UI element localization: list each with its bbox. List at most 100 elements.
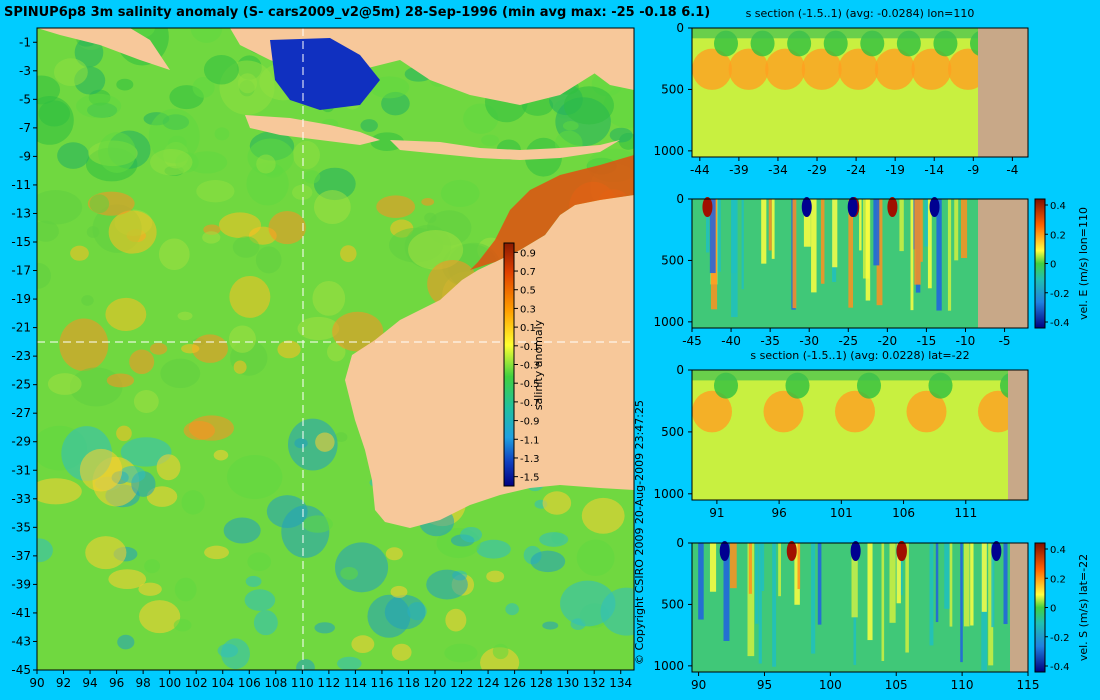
map-eddy: [486, 570, 505, 583]
section-3-x-tick-label: 91: [709, 506, 724, 520]
map-eddy: [539, 532, 569, 547]
map-eddy: [492, 643, 509, 660]
map-eddy: [37, 190, 83, 225]
map-eddy: [108, 569, 147, 589]
section-1-blob: [911, 48, 952, 90]
map-x-tick-label: 132: [583, 676, 606, 690]
map-x-tick-label: 98: [135, 676, 150, 690]
map-eddy: [360, 119, 378, 132]
salinity-colorbar-tick-label: 0.1: [520, 323, 536, 334]
section-2-stripe: [936, 199, 942, 311]
map-frame: [36, 27, 635, 671]
section-4-stripe: [881, 543, 885, 661]
map-eddy: [70, 245, 89, 261]
map-eddy: [369, 76, 410, 99]
map-y-tick-label: -15: [11, 235, 31, 249]
section-4-stripe: [905, 543, 909, 653]
section-2-stripe: [771, 199, 775, 259]
section-4-x-tick-label: 90: [691, 678, 706, 692]
map-y-tick-label: -35: [11, 520, 31, 534]
section-1-y-tick-label: 1000: [653, 144, 684, 158]
map-eddy: [560, 580, 616, 627]
map-x-tick-label: 90: [29, 676, 44, 690]
section-4-stripe: [778, 543, 781, 597]
map-eddy: [156, 454, 181, 481]
map-eddy: [214, 127, 230, 141]
section-2-stripe: [848, 199, 854, 308]
section-4-land: [1010, 543, 1028, 672]
map-y-tick-label: -3: [19, 64, 31, 78]
section-4-colorbar-label: vel. S (m/s) lat=-22: [1077, 554, 1090, 661]
map-eddy: [59, 318, 109, 371]
salinity-colorbar-ticks: 0.9 0.7 0.5 0.3 0.1 -0.1 -0.3 -0.5 -0.7 -0.9 -1.1 -…: [514, 248, 540, 484]
map-eddy: [609, 127, 633, 143]
salinity-colorbar-tick-label: 0.3: [520, 304, 536, 315]
map-y-tick-label: -29: [11, 435, 31, 449]
section-2-x-tick-label: -45: [682, 334, 702, 348]
section-2-x-tick-label: -40: [721, 334, 741, 348]
map-eddy: [296, 659, 315, 670]
section-2-stripe: [832, 199, 838, 268]
section-4-stripe: [748, 543, 752, 594]
map-x-tick-label: 114: [344, 676, 367, 690]
section-2-x-tick-label: -20: [878, 334, 898, 348]
map-y-tick-label: -33: [11, 492, 31, 506]
map-eddy: [297, 316, 340, 341]
map-eddy: [247, 552, 272, 572]
section-2-colorbar: [1034, 198, 1046, 329]
map-eddy: [192, 76, 215, 98]
section-1-y-tick-label: 500: [661, 82, 684, 96]
section-4-stripe: [981, 543, 987, 612]
map-eddy: [74, 37, 104, 68]
main-title: SPINUP6p8 3m salinity anomaly (S- cars20…: [4, 5, 710, 20]
map-x-tick-label: 118: [397, 676, 420, 690]
map-eddy: [563, 86, 614, 125]
map-eddy: [340, 566, 359, 580]
section-4-core: [719, 541, 730, 561]
section-2-stripe: [914, 199, 921, 285]
section-2: -45 -40 -35 -30 -25 -20 -15 -10 -5 0 500 1000 0.4 0.2…: [653, 192, 1090, 348]
section-1-blob: [728, 48, 769, 90]
section-3-blob: [906, 390, 947, 433]
map-eddy: [476, 539, 511, 559]
map-eddy: [351, 635, 375, 653]
section-4-x-tick-label: 105: [885, 678, 908, 692]
section-4-colorbar-tick-label: -0.2: [1050, 633, 1070, 644]
land-new-guinea: [580, 28, 634, 90]
salinity-colorbar: 0.9 0.7 0.5 0.3 0.1 -0.1 -0.3 -0.5 -0.7 -0.9 -1.1 -…: [503, 242, 545, 487]
section-2-stripe: [954, 199, 959, 261]
map-eddy: [37, 538, 53, 563]
section-2-stripe: [731, 199, 737, 273]
map-eddy: [277, 340, 301, 359]
salinity-colorbar-tick-label: -0.7: [520, 398, 540, 409]
map-eddy: [576, 539, 615, 577]
map-eddy: [542, 491, 572, 515]
map-x-tick-label: 120: [424, 676, 447, 690]
land-sumatra: [37, 28, 170, 70]
map-eddy: [85, 536, 127, 570]
salinity-colorbar-tick-label: -0.5: [520, 379, 540, 390]
section-2-core: [929, 197, 940, 217]
section-4-stripe: [851, 543, 858, 618]
map-eddy: [337, 656, 362, 670]
map-x-tick-label: 102: [185, 676, 208, 690]
map-eddy: [370, 132, 404, 152]
section-4-colorbar: [1034, 542, 1046, 673]
map-eddy: [204, 545, 230, 560]
map-eddy: [148, 108, 200, 164]
map-eddy: [160, 358, 201, 389]
section-2-stripe: [709, 199, 716, 274]
section-4-stripe: [960, 543, 963, 663]
map-eddy: [384, 594, 426, 630]
section-3-x-tick-label: 101: [830, 506, 853, 520]
map-eddy: [408, 230, 464, 270]
section-2-colorbar-tick-label: -0.2: [1050, 289, 1070, 300]
section-1-x-tick-label: -39: [729, 163, 749, 177]
map-eddy: [530, 550, 566, 573]
map-x-tick-label: 124: [477, 676, 500, 690]
section-4-colorbar-tick-label: 0: [1050, 604, 1056, 615]
map-y-tick-label: -43: [11, 634, 31, 648]
section-4-stripe: [755, 543, 759, 624]
section-4-stripe: [747, 543, 755, 657]
